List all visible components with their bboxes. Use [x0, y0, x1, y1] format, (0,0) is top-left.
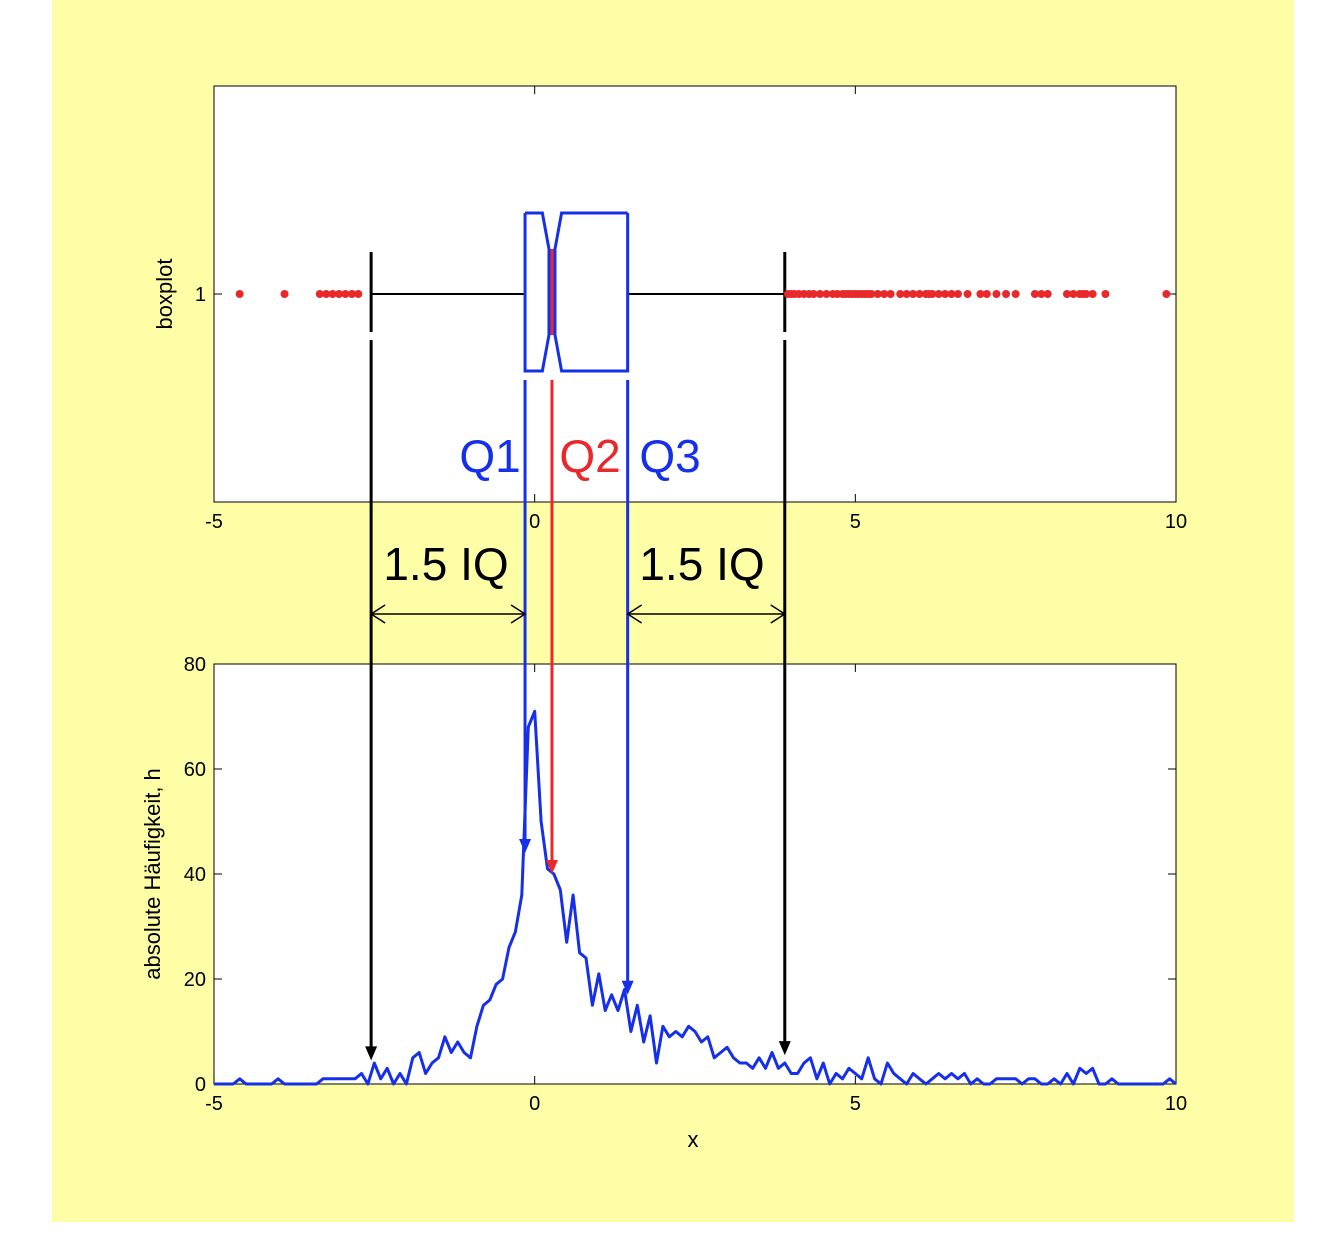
x-tick-label: -5	[205, 511, 223, 533]
outlier-point	[928, 290, 937, 298]
outlier-point	[902, 290, 911, 298]
boxplot-outliers	[235, 290, 1171, 298]
right-span-label: 1.5 IQ	[639, 538, 764, 590]
y-tick-label: 0	[195, 1074, 206, 1096]
right-iq-span-right-head	[770, 604, 787, 624]
outlier-point	[873, 290, 882, 298]
box-right-half	[553, 211, 630, 373]
outlier-point	[867, 290, 876, 298]
outlier-point	[1037, 290, 1046, 298]
outlier-point	[941, 290, 950, 298]
q1-arrow-head	[519, 839, 532, 853]
frequency-line	[214, 709, 1177, 1086]
outlier-point	[976, 290, 985, 298]
annotation-overlay	[365, 340, 791, 1061]
outlier-point	[963, 290, 972, 298]
lower-whisker-arrow-head	[365, 1046, 378, 1061]
outlier-point	[915, 290, 924, 298]
outlier-point	[1088, 290, 1097, 298]
left-iq-span-right-head	[510, 604, 527, 624]
boxplot-ylabel: boxplot	[152, 259, 177, 330]
outlier-point	[335, 290, 344, 298]
outlier-point	[909, 290, 918, 298]
y-tick-label: 20	[184, 969, 206, 991]
outlier-point	[354, 290, 363, 298]
x-tick-label: 10	[1165, 511, 1187, 533]
q3-arrow-head	[621, 980, 634, 995]
q3-label: Q3	[639, 430, 700, 482]
box-left-half	[523, 211, 551, 373]
x-tick-label: 0	[529, 1093, 540, 1115]
x-tick-label: -5	[205, 1093, 223, 1115]
outlier-point	[1069, 290, 1078, 298]
q2-label: Q2	[559, 430, 620, 482]
upper-whisker-arrow-head	[778, 1041, 791, 1056]
outlier-point	[992, 290, 1001, 298]
outlier-point	[328, 290, 337, 298]
boxplot-ticks: -5 0 5 10 1	[195, 86, 1187, 533]
outlier-point	[1002, 290, 1011, 298]
outlier-point	[822, 290, 831, 298]
outlier-point	[1062, 290, 1071, 298]
outlier-point	[235, 290, 244, 298]
outlier-point	[896, 290, 905, 298]
outlier-point	[880, 290, 889, 298]
histogram-plot-area	[213, 663, 1177, 1085]
y-tick-label: 60	[184, 759, 206, 781]
histogram-ylabel: absolute Häufigkeit, h	[140, 768, 165, 980]
outlier-point	[816, 290, 825, 298]
q2-arrow-head	[545, 860, 558, 874]
x-tick-label: 5	[850, 1093, 861, 1115]
x-tick-label: 5	[850, 511, 861, 533]
left-span-label: 1.5 IQ	[383, 538, 508, 590]
left-iq-span-left-head	[369, 604, 386, 624]
outlier-point	[1043, 290, 1052, 298]
y-tick-label: 1	[195, 284, 206, 306]
q1-label: Q1	[459, 430, 520, 482]
outlier-point	[341, 290, 350, 298]
histogram-xlabel: x	[688, 1127, 699, 1152]
outlier-point	[953, 290, 962, 298]
y-tick-label: 40	[184, 864, 206, 886]
outlier-point	[280, 290, 289, 298]
x-tick-label: 10	[1165, 1093, 1187, 1115]
boxplot-axes: -5 0 5 10 1 boxplot	[152, 85, 1187, 533]
outlier-point	[934, 290, 943, 298]
outlier-point	[1162, 290, 1171, 298]
outlier-point	[947, 290, 956, 298]
y-tick-label: 80	[184, 654, 206, 676]
outlier-point	[982, 290, 991, 298]
outlier-point	[1082, 290, 1091, 298]
outlier-point	[809, 290, 818, 298]
outlier-point	[322, 290, 331, 298]
outlier-point	[1030, 290, 1039, 298]
outlier-point	[1011, 290, 1020, 298]
boxplot-elements	[369, 211, 787, 373]
right-iq-span-left-head	[626, 604, 643, 624]
outlier-point	[886, 290, 895, 298]
outlier-point	[347, 290, 356, 298]
outlier-point	[315, 290, 324, 298]
outlier-point	[1101, 290, 1110, 298]
x-tick-label: 0	[529, 511, 540, 533]
